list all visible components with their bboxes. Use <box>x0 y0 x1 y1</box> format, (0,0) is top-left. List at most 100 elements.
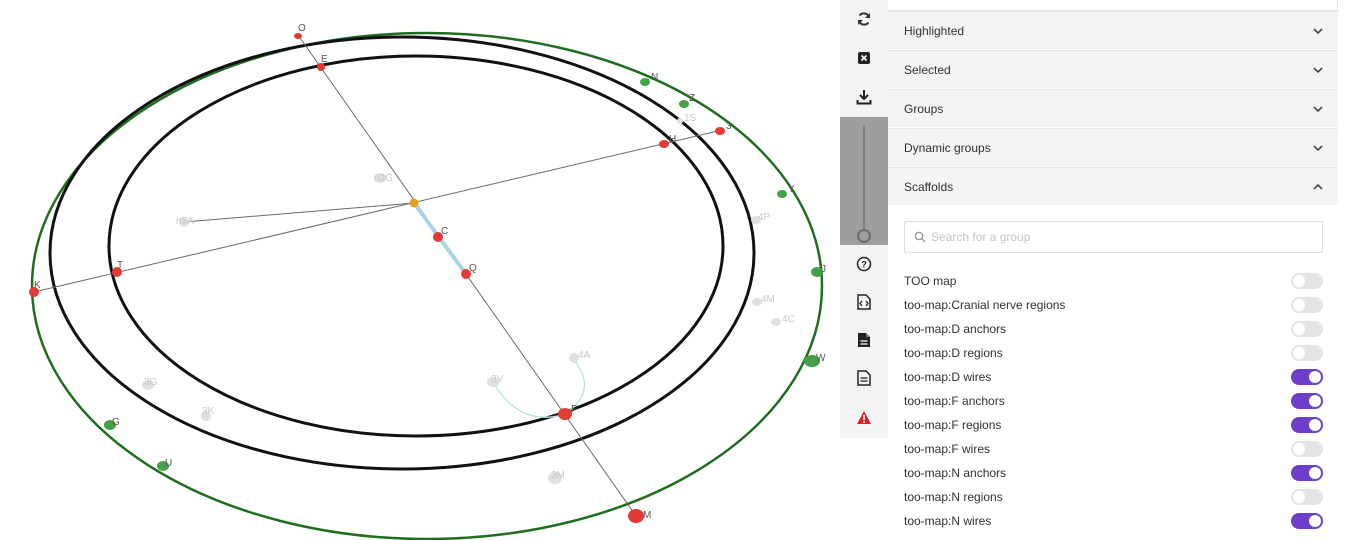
node-3g[interactable] <box>142 380 154 390</box>
group-row: too-map:N wires <box>904 509 1323 533</box>
node-label: Y <box>788 184 795 195</box>
node-e[interactable] <box>317 63 325 71</box>
group-search-input[interactable] <box>931 230 1311 244</box>
group-toggle[interactable] <box>1291 513 1323 529</box>
node-w[interactable] <box>804 355 820 367</box>
svg-text:?: ? <box>861 260 867 270</box>
panel-top-card <box>888 0 1338 11</box>
help-button[interactable]: ? <box>840 245 888 283</box>
group-label: too-map:F wires <box>904 442 991 456</box>
node-4c[interactable] <box>771 318 781 326</box>
node-label: 4C <box>782 314 795 325</box>
download-button[interactable] <box>840 78 888 116</box>
node-c[interactable] <box>433 232 443 242</box>
node-3[interactable] <box>715 127 725 135</box>
node-m[interactable] <box>628 509 644 523</box>
node-k[interactable] <box>29 287 39 297</box>
group-label: too-map:N wires <box>904 514 992 528</box>
group-row: too-map:N anchors <box>904 461 1323 485</box>
node-g[interactable] <box>104 420 116 430</box>
node-z[interactable] <box>679 100 689 108</box>
clear-button[interactable] <box>840 39 888 77</box>
toggle-knob <box>1293 347 1305 359</box>
section-scaffolds[interactable]: Scaffolds <box>888 167 1338 205</box>
warning-icon <box>857 410 871 424</box>
node-h[interactable] <box>659 140 669 148</box>
help-icon: ? <box>856 256 872 272</box>
section-selected[interactable]: Selected <box>888 50 1338 88</box>
chevron-down-icon <box>1313 28 1323 35</box>
warnings-button[interactable] <box>840 398 888 436</box>
node-4m[interactable] <box>752 298 762 306</box>
node-4p[interactable] <box>751 216 761 224</box>
refresh-button[interactable] <box>840 0 888 38</box>
section-highlighted[interactable]: Highlighted <box>888 11 1338 49</box>
node-4a[interactable] <box>569 353 579 363</box>
toggle-knob <box>1293 443 1305 455</box>
node-n3a[interactable] <box>179 217 189 227</box>
zoom-slider-track[interactable] <box>863 125 865 237</box>
group-toggle[interactable] <box>1291 489 1323 505</box>
download-icon <box>856 90 872 105</box>
zoom-slider-handle[interactable] <box>857 229 871 243</box>
node-label: 3M <box>551 470 565 481</box>
node-o[interactable] <box>294 33 302 39</box>
node-label: H <box>669 134 676 145</box>
wire-k-3 <box>33 129 723 293</box>
node-label: U <box>165 458 172 469</box>
code-file-icon <box>857 294 871 310</box>
node-f[interactable] <box>558 408 572 420</box>
group-row: too-map:Cranial nerve regions <box>904 293 1323 317</box>
section-title: Scaffolds <box>904 179 954 194</box>
node-y[interactable] <box>777 190 787 198</box>
section-title: Groups <box>904 101 944 116</box>
toggle-knob <box>1309 515 1321 527</box>
group-row: too-map:N regions <box>904 485 1323 509</box>
group-search-box[interactable] <box>904 221 1323 253</box>
group-toggle[interactable] <box>1291 273 1323 289</box>
node-q[interactable] <box>461 269 471 279</box>
chevron-down-icon <box>1313 145 1323 152</box>
group-toggle[interactable] <box>1291 321 1323 337</box>
group-toggle[interactable] <box>1291 441 1323 457</box>
export-text-button[interactable] <box>840 359 888 397</box>
group-row: too-map:F wires <box>904 437 1323 461</box>
node-label: G <box>112 417 120 428</box>
node-label: 4A <box>578 350 591 361</box>
group-toggle[interactable] <box>1291 345 1323 361</box>
toggle-knob <box>1293 299 1305 311</box>
group-label: too-map:D wires <box>904 370 992 384</box>
section-groups[interactable]: Groups <box>888 89 1338 127</box>
chevron-down-icon <box>1313 106 1323 113</box>
export-file-button[interactable] <box>840 321 888 359</box>
group-toggle[interactable] <box>1291 465 1323 481</box>
group-label: too-map:D regions <box>904 346 1003 360</box>
node-label: F <box>571 404 577 415</box>
node-3k[interactable] <box>201 411 211 421</box>
group-row: TOO map <box>904 269 1323 293</box>
group-label: too-map:Cranial nerve regions <box>904 298 1066 312</box>
group-toggle[interactable] <box>1291 297 1323 313</box>
node-t[interactable] <box>112 267 122 277</box>
zoom-slider[interactable] <box>840 117 888 245</box>
section-dynamic-groups[interactable]: Dynamic groups <box>888 128 1338 166</box>
inner-black-ring <box>107 54 725 438</box>
node-u[interactable] <box>157 461 169 471</box>
node-label: 1S <box>684 113 697 124</box>
node-n[interactable] <box>640 78 650 86</box>
group-toggle[interactable] <box>1291 393 1323 409</box>
group-toggle[interactable] <box>1291 369 1323 385</box>
node-n3g[interactable] <box>374 173 386 183</box>
group-toggle[interactable] <box>1291 417 1323 433</box>
node-1s[interactable] <box>677 118 683 124</box>
node-label: Q <box>469 263 477 274</box>
node-label: O <box>298 23 306 34</box>
center-junction-node[interactable] <box>409 198 419 208</box>
node-3v[interactable] <box>487 377 499 387</box>
node-j[interactable] <box>811 267 823 277</box>
node-3m[interactable] <box>548 472 562 484</box>
export-code-button[interactable] <box>840 283 888 321</box>
